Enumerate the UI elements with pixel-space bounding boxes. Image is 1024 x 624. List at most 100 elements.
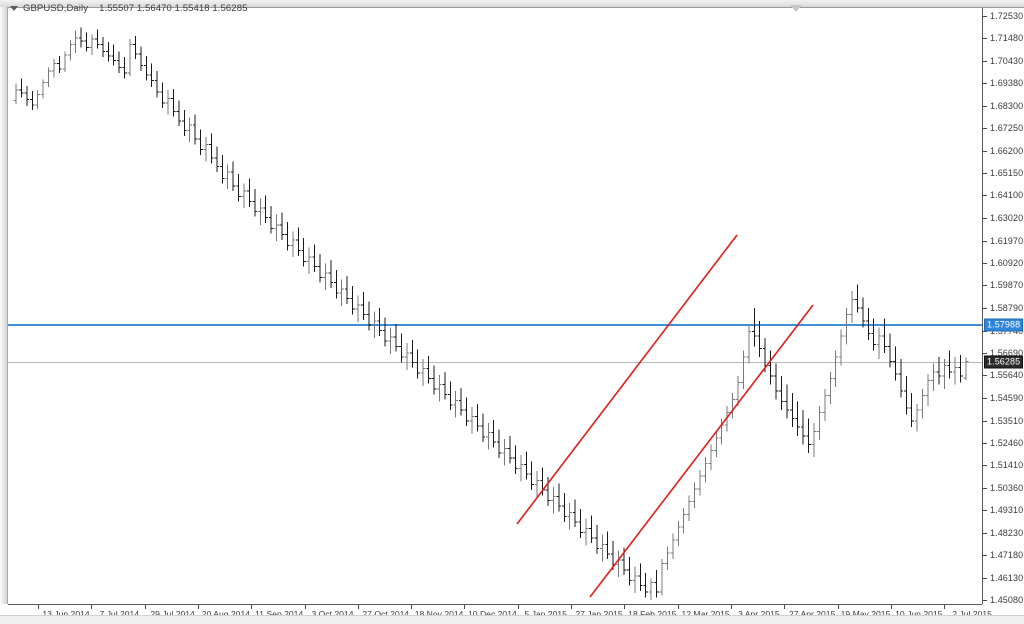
price-tick [983,352,987,354]
last-price-badge: 1.56285 [984,355,1024,369]
price-tick-label: 1.71480 [990,33,1024,44]
price-tick-label: 1.56690 [990,347,1024,358]
date-tick [784,605,786,609]
price-tick-label: 1.72530 [990,11,1024,21]
symbol-period-label: GBPUSD,Daily [23,3,89,14]
price-tick [983,173,987,174]
price-tick-label: 1.68300 [990,100,1024,111]
date-tick [304,605,306,609]
price-tick-label: 1.60920 [990,258,1024,268]
price-tick [983,510,987,511]
window-top-bar [0,0,1024,8]
price-tick-label: 1.67250 [990,123,1024,134]
price-tick [983,600,987,601]
price-tick-label: 1.52460 [990,437,1024,448]
price-tick [983,60,987,62]
price-bars-overlay [13,27,969,600]
price-tick [983,263,987,264]
date-tick [944,605,946,609]
date-tick-label: 3 Apr 2015 [738,609,780,619]
date-tick-label: 13 Jun 2014 [42,609,90,619]
date-tick-label: 27 Jan 2015 [575,609,623,619]
chevron-down-icon[interactable] [10,6,18,11]
price-tick-label: 1.49310 [990,505,1024,515]
date-tick [411,605,413,609]
symbol-header: GBPUSD,Daily 1.55507 1.56470 1.55418 1.5… [10,2,247,15]
price-tick-label: 1.70430 [990,55,1024,66]
date-tick [91,605,93,609]
price-tick-label: 1.65150 [990,168,1024,178]
price-tick [983,240,987,242]
date-tick [624,605,626,609]
price-tick [983,442,987,444]
date-tick-label: 18 Nov 2014 [414,609,464,619]
price-tick [983,532,987,534]
price-tick [983,150,987,152]
lower-channel-line[interactable] [589,304,814,598]
price-tick-label: 1.48230 [990,527,1024,538]
price-tick [983,397,987,399]
window-bottom-strip [0,615,1024,624]
price-tick-label: 1.45080 [990,595,1024,605]
last-price-line [8,361,982,363]
price-tick-label: 1.64100 [990,190,1024,201]
window-left-rail [0,7,8,604]
date-tick-label: 5 Jan 2015 [524,609,567,619]
date-tick-label: 10 Dec 2014 [468,609,517,619]
price-tick-label: 1.61970 [990,235,1024,246]
date-tick-label: 11 Sep 2014 [255,609,304,619]
chart-plot-area[interactable] [8,8,982,604]
date-tick [837,605,839,609]
date-tick [251,605,253,609]
ohlc-bars [13,27,969,600]
upper-channel-line[interactable] [516,234,738,525]
price-tick [983,487,987,489]
price-tick-label: 1.69380 [990,78,1024,89]
date-tick [144,605,146,609]
price-tick-label: 1.50360 [990,482,1024,493]
price-tick-label: 1.63020 [990,213,1024,224]
price-tick [983,195,987,197]
price-tick [983,577,987,579]
date-tick-label: 2 Jul 2015 [952,609,992,619]
date-tick-label: 27 Apr 2015 [789,609,836,619]
trendlines[interactable] [516,234,814,598]
date-tick-label: 7 Jul 2014 [99,609,140,619]
date-tick [517,605,519,609]
time-scale[interactable]: 13 Jun 2014 7 Jul 2014 29 Jul 2014 20 Aug 2… [8,604,992,624]
price-tick-label: 1.66200 [990,145,1024,156]
price-tick-label: 1.54590 [990,392,1024,403]
price-tick [983,38,987,40]
date-tick-label: 27 Oct 2014 [362,609,410,619]
chevron-down-icon[interactable] [790,5,802,12]
price-tick [983,308,987,310]
price-tick-label: 1.59870 [990,280,1024,291]
date-tick-label: 12 Mar 2015 [681,609,730,619]
date-tick [464,605,466,609]
price-tick [983,128,987,130]
price-tick-label: 1.46130 [990,572,1024,583]
price-tick [983,83,987,85]
price-tick [983,375,987,377]
date-tick [677,605,679,609]
date-tick [38,605,39,609]
bid-price-line [8,324,982,327]
date-tick-label: 29 Jul 2014 [150,609,195,619]
price-tick [983,16,987,17]
price-tick-label: 1.53510 [990,415,1024,426]
date-tick-label: 18 Feb 2015 [628,609,677,619]
price-tick [983,420,987,422]
price-tick [983,105,987,107]
date-tick [571,605,572,609]
price-tick-label: 1.51410 [990,460,1024,471]
date-tick [730,605,732,609]
date-tick-label: 19 May 2015 [840,609,891,619]
price-scale[interactable]: 1.72530 1.71480 1.70430 1.69380 1.68300 1.672… [982,8,1024,605]
date-tick [890,605,892,609]
date-tick-label: 10 Jun 2015 [895,609,943,619]
date-tick-label: 3 Oct 2014 [311,609,354,619]
date-tick-label: 20 Aug 2014 [201,609,251,619]
price-tick [983,555,987,557]
date-tick [197,605,199,609]
